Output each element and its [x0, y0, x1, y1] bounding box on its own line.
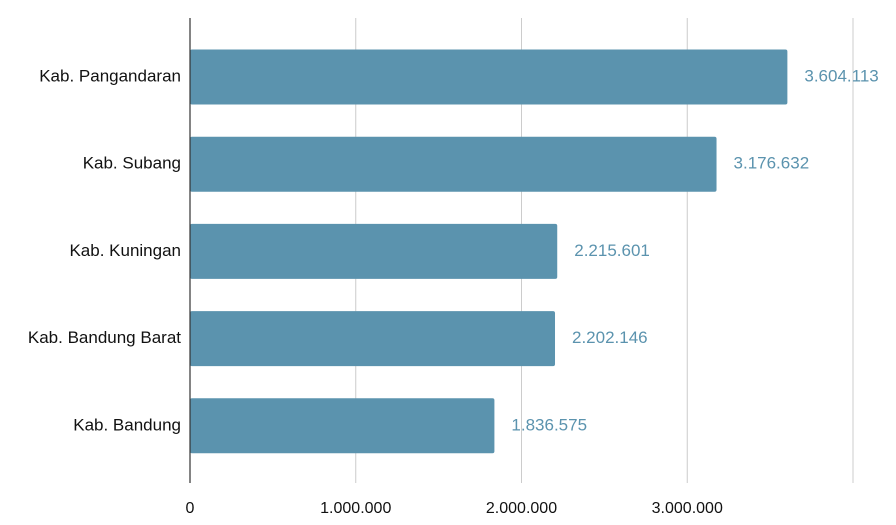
value-label-2: 2.215.601: [574, 241, 650, 260]
x-tick-label-0: 0: [186, 500, 195, 517]
bar-2: [190, 223, 558, 279]
category-label-3: Kab. Bandung Barat: [28, 328, 181, 347]
bars: [190, 49, 788, 454]
x-tick-label-2: 2.000.000: [486, 500, 557, 517]
bar-0: [190, 49, 788, 105]
bar-4: [190, 398, 495, 454]
category-label-0: Kab. Pangandaran: [39, 66, 181, 85]
category-label-2: Kab. Kuningan: [69, 241, 181, 260]
labels: Kab. Pangandaran 3.604.113 Kab. Subang 3.17…: [28, 66, 879, 517]
value-label-3: 2.202.146: [572, 328, 648, 347]
bar-1: [190, 136, 717, 192]
x-tick-label-1: 1.000.000: [320, 500, 391, 517]
category-label-4: Kab. Bandung: [73, 415, 181, 434]
value-label-1: 3.176.632: [734, 154, 810, 173]
value-label-4: 1.836.575: [511, 415, 587, 434]
x-tick-label-3: 3.000.000: [652, 500, 723, 517]
bar-3: [190, 311, 556, 367]
category-label-1: Kab. Subang: [83, 154, 181, 173]
value-label-0: 3.604.113: [804, 66, 878, 85]
